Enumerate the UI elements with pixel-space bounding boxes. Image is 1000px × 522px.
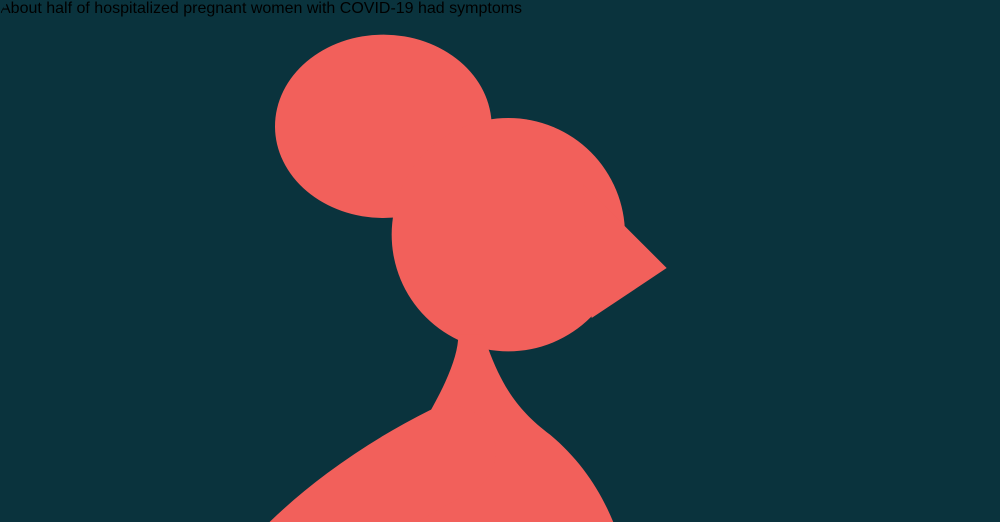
prevention-section-background — [0, 256, 1000, 522]
left-panel-statement: About half of hospitalized pregnant wome… — [0, 0, 523, 17]
pregnant-woman-red-icon — [269, 34, 667, 522]
